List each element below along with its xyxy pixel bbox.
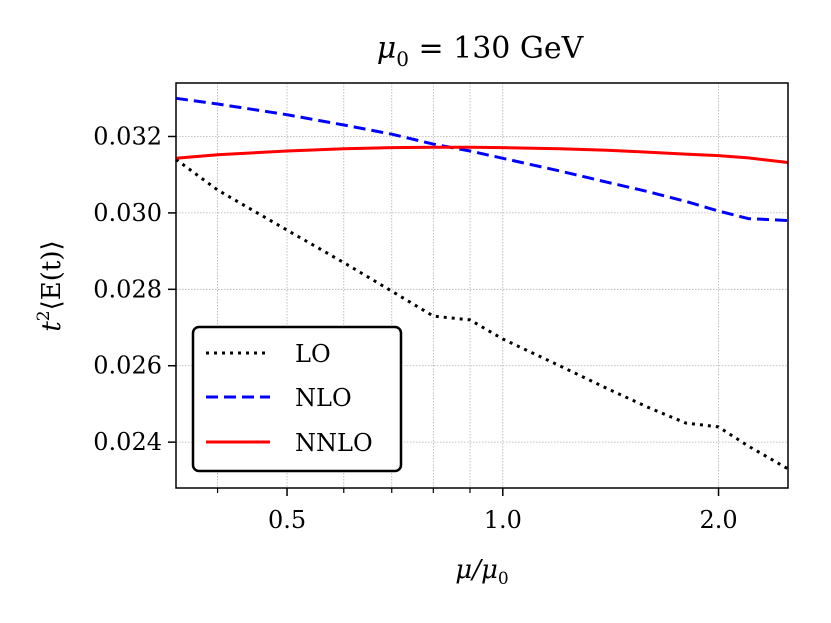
series-line-nlo (175, 96, 789, 222)
x-axis-label: μ/μ0 (455, 555, 508, 589)
series-line-nnlo (175, 145, 789, 164)
legend-label-lo: LO (295, 340, 331, 368)
series-lines (175, 96, 789, 471)
legend-box (191, 325, 403, 473)
legend-label-nlo: NLO (295, 384, 352, 412)
x-tick-label: 2.0 (699, 506, 737, 534)
y-tick-label: 0.024 (93, 428, 162, 456)
y-tick-label: 0.026 (93, 352, 162, 380)
y-tick-label: 0.030 (93, 199, 162, 227)
legend-label-nnlo: NNLO (295, 429, 373, 457)
chart-title: μ0 = 130 GeV (377, 31, 585, 71)
x-tick-label: 1.0 (484, 506, 522, 534)
x-tick-label: 0.5 (268, 506, 306, 534)
y-tick-label: 0.028 (93, 275, 162, 303)
y-axis-label: t2⟨E(t)⟩ (34, 240, 67, 331)
plot-frame (175, 82, 789, 489)
y-tick-label: 0.032 (93, 122, 162, 150)
series-line-lo (175, 158, 789, 471)
legend: LO NLO NNLO (191, 325, 403, 473)
axis-ticks: 0.5 1.0 2.0 0.024 0.026 0.028 0.030 0.032 (93, 122, 737, 534)
